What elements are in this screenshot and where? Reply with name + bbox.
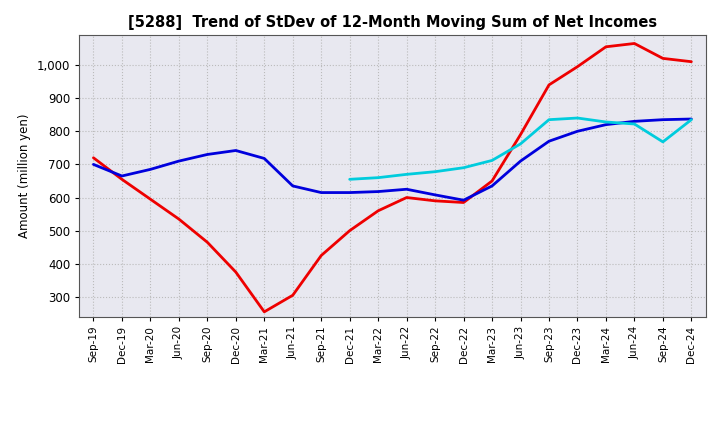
5 Years xyxy=(431,192,439,198)
3 Years xyxy=(573,64,582,70)
3 Years xyxy=(174,216,183,222)
7 Years xyxy=(459,165,468,170)
5 Years xyxy=(289,183,297,189)
7 Years xyxy=(573,115,582,121)
3 Years xyxy=(146,197,155,202)
3 Years xyxy=(232,269,240,275)
5 Years xyxy=(146,167,155,172)
3 Years xyxy=(687,59,696,64)
3 Years xyxy=(545,82,554,88)
Line: 5 Years: 5 Years xyxy=(94,119,691,200)
3 Years xyxy=(630,41,639,46)
5 Years xyxy=(659,117,667,122)
5 Years xyxy=(374,189,382,194)
5 Years xyxy=(402,187,411,192)
5 Years xyxy=(602,122,611,127)
7 Years xyxy=(487,158,496,163)
7 Years xyxy=(431,169,439,174)
3 Years xyxy=(431,198,439,203)
7 Years xyxy=(545,117,554,122)
5 Years xyxy=(203,152,212,157)
3 Years xyxy=(659,56,667,61)
3 Years xyxy=(317,253,325,258)
7 Years xyxy=(374,175,382,180)
3 Years xyxy=(89,155,98,161)
3 Years xyxy=(602,44,611,49)
3 Years xyxy=(374,208,382,213)
5 Years xyxy=(687,116,696,121)
Title: [5288]  Trend of StDev of 12-Month Moving Sum of Net Incomes: [5288] Trend of StDev of 12-Month Moving… xyxy=(128,15,657,30)
7 Years xyxy=(402,172,411,177)
3 Years xyxy=(402,195,411,200)
7 Years xyxy=(659,139,667,144)
Line: 7 Years: 7 Years xyxy=(350,118,691,180)
7 Years xyxy=(516,141,525,147)
5 Years xyxy=(573,128,582,134)
5 Years xyxy=(346,190,354,195)
7 Years xyxy=(346,177,354,182)
5 Years xyxy=(487,183,496,189)
5 Years xyxy=(516,158,525,164)
3 Years xyxy=(516,132,525,137)
3 Years xyxy=(289,293,297,298)
3 Years xyxy=(346,228,354,233)
3 Years xyxy=(117,177,126,182)
3 Years xyxy=(459,200,468,205)
5 Years xyxy=(317,190,325,195)
3 Years xyxy=(203,240,212,245)
5 Years xyxy=(545,139,554,144)
5 Years xyxy=(459,198,468,203)
3 Years xyxy=(487,178,496,183)
5 Years xyxy=(117,173,126,179)
7 Years xyxy=(630,121,639,127)
5 Years xyxy=(260,156,269,161)
7 Years xyxy=(602,119,611,125)
5 Years xyxy=(630,119,639,124)
5 Years xyxy=(174,158,183,164)
Y-axis label: Amount (million yen): Amount (million yen) xyxy=(18,114,31,238)
5 Years xyxy=(89,162,98,167)
3 Years xyxy=(260,309,269,315)
Line: 3 Years: 3 Years xyxy=(94,44,691,312)
7 Years xyxy=(687,117,696,122)
5 Years xyxy=(232,148,240,153)
